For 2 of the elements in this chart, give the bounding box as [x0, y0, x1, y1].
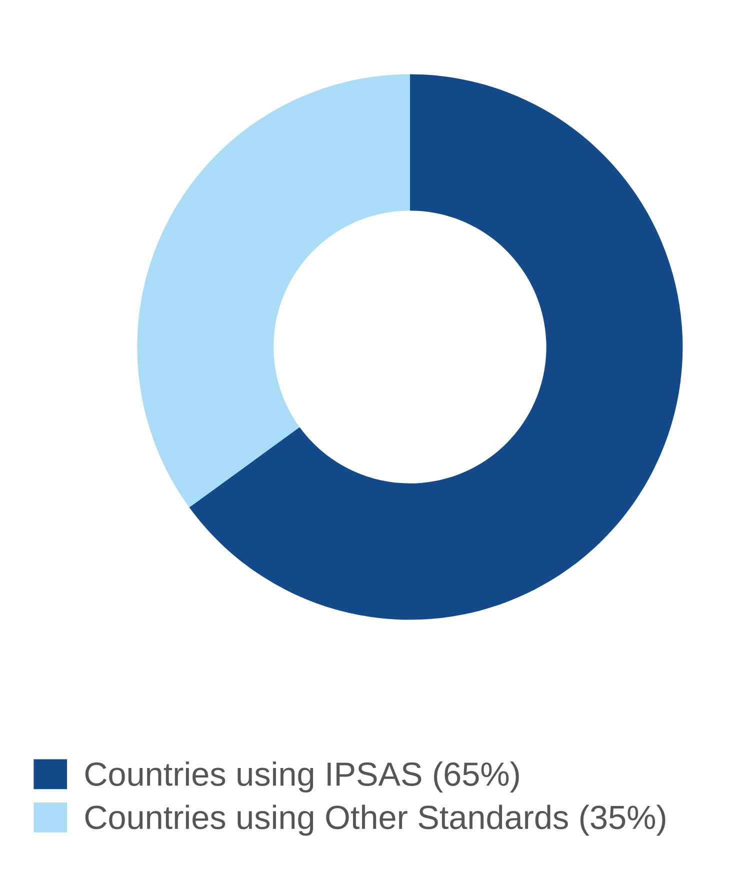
legend-label: Countries using IPSAS (65%) [85, 761, 519, 793]
legend-label: Countries using Other Standards (35%) [85, 804, 666, 836]
